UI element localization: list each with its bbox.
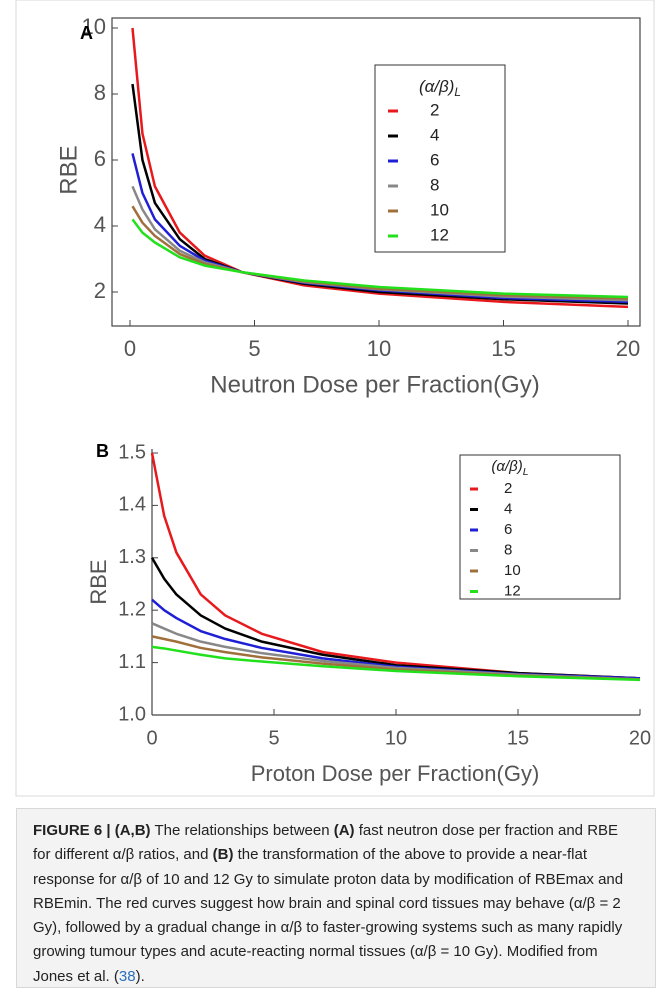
legend-title: (α/β)L bbox=[491, 458, 528, 478]
y-tick-label: 6 bbox=[94, 146, 106, 171]
x-tick-label: 15 bbox=[491, 336, 515, 361]
y-tick-label: 4 bbox=[94, 212, 106, 237]
x-tick-label: 10 bbox=[385, 727, 407, 749]
legend-title: (α/β)L bbox=[419, 77, 461, 99]
caption-plain: The relationships between bbox=[150, 822, 334, 839]
x-tick-label: 20 bbox=[616, 336, 640, 361]
y-tick-label: 1.5 bbox=[118, 441, 146, 463]
x-tick-label: 5 bbox=[268, 727, 279, 749]
x-tick-label: 0 bbox=[146, 727, 157, 749]
x-tick-label: 15 bbox=[507, 727, 529, 749]
legend-label: 6 bbox=[504, 521, 512, 538]
y-tick-label: 1.4 bbox=[118, 494, 146, 516]
legend-label: 2 bbox=[504, 480, 512, 497]
x-tick-label: 10 bbox=[367, 336, 391, 361]
caption-link[interactable]: 38 bbox=[118, 967, 136, 985]
legend-label: 4 bbox=[430, 125, 439, 144]
y-axis-label: RBE bbox=[86, 559, 111, 604]
figure-border bbox=[15, 0, 655, 797]
legend-label: 6 bbox=[430, 150, 439, 169]
x-axis-label: Proton Dose per Fraction(Gy) bbox=[251, 761, 540, 786]
plot-frame bbox=[111, 17, 641, 327]
legend-label: 2 bbox=[430, 100, 439, 119]
series-line bbox=[151, 645, 641, 682]
series-line bbox=[151, 598, 641, 680]
legend-label: 4 bbox=[504, 500, 512, 517]
series-line bbox=[150, 557, 641, 680]
y-axis-label: RBE bbox=[55, 145, 82, 194]
series-line bbox=[150, 452, 641, 680]
x-axis-label: Neutron Dose per Fraction(Gy) bbox=[210, 371, 539, 398]
caption: FIGURE 6 | (A,B) The relationships betwe… bbox=[16, 808, 656, 988]
y-tick-label: 1.2 bbox=[118, 598, 146, 620]
legend-box bbox=[374, 64, 506, 253]
series-line bbox=[131, 218, 629, 299]
series-line bbox=[151, 622, 641, 681]
y-tick-label: 1.0 bbox=[118, 703, 146, 725]
legend-label: 10 bbox=[430, 200, 449, 219]
legend-label: 8 bbox=[430, 175, 439, 194]
legend-title-main: (α/β) bbox=[491, 458, 522, 475]
caption-plain: fast neutron dose per fraction and RBE f… bbox=[33, 822, 619, 864]
x-tick-label: 0 bbox=[124, 336, 136, 361]
panel-label: A bbox=[80, 23, 93, 43]
panel-label: B bbox=[96, 441, 109, 461]
legend-title-sub: L bbox=[454, 85, 461, 99]
series-line bbox=[131, 27, 629, 309]
legend-label: 10 bbox=[504, 562, 521, 579]
caption-plain: the transformation of the above to provi… bbox=[33, 846, 624, 985]
caption-bold: (B) bbox=[212, 846, 234, 864]
x-tick-label: 5 bbox=[248, 336, 260, 361]
legend-label: 12 bbox=[430, 225, 449, 244]
y-tick-label: 1.1 bbox=[118, 651, 146, 673]
caption-bold: (A) bbox=[333, 822, 355, 839]
caption-plain: ). bbox=[135, 967, 145, 985]
legend-title-main: (α/β) bbox=[419, 77, 454, 96]
caption-bold: FIGURE 6 | (A,B) bbox=[33, 822, 151, 839]
legend-title-sub: L bbox=[523, 466, 529, 478]
legend-label: 8 bbox=[504, 541, 512, 558]
y-tick-label: 8 bbox=[94, 80, 106, 105]
legend-label: 12 bbox=[504, 582, 521, 599]
y-tick-label: 1.3 bbox=[118, 546, 146, 568]
y-tick-label: 10 bbox=[82, 14, 106, 39]
legend-box bbox=[459, 454, 621, 600]
x-tick-label: 20 bbox=[629, 727, 651, 749]
y-tick-label: 2 bbox=[94, 278, 106, 303]
